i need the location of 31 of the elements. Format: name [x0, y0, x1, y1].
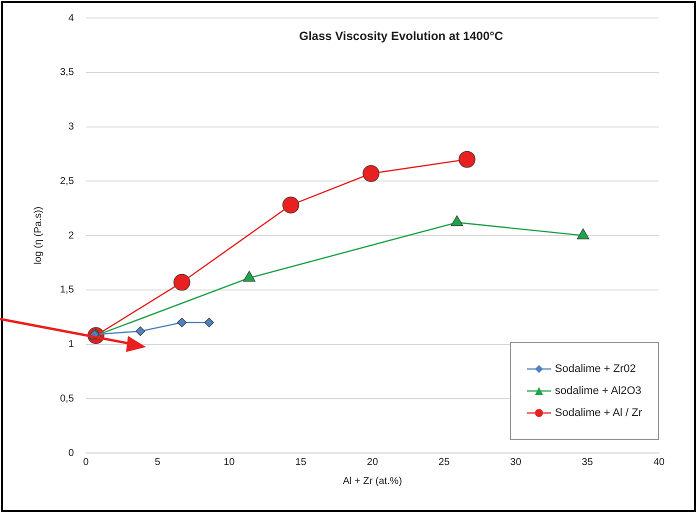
point [173, 274, 190, 291]
y-tick-label: 3 [68, 122, 74, 132]
point [362, 165, 380, 182]
y-tick-label: 0 [68, 448, 74, 459]
legend-label: Sodalime + Al / Zr [554, 407, 642, 419]
point [204, 318, 214, 328]
y-axis-title: log (η (Pa.s)) [32, 206, 44, 264]
y-tick-label: 2,5 [60, 176, 74, 187]
y-tick-label: 2 [68, 230, 74, 242]
y-tick-label: 3,5 [60, 67, 74, 78]
y-tick-label: 0,5 [60, 393, 74, 404]
point [177, 318, 187, 328]
x-tick-label: 40 [653, 456, 665, 468]
y-tick-label: 4 [68, 12, 74, 24]
y-tick-label: 1,5 [60, 284, 74, 296]
point [458, 150, 476, 168]
x-tick-label: 15 [295, 456, 307, 468]
point [282, 196, 300, 214]
y-tick-label: 1 [68, 339, 74, 350]
x-tick-label: 20 [366, 456, 378, 468]
x-tick-label: 25 [438, 456, 450, 468]
legend-label: sodalime + Al2O3 [554, 385, 642, 397]
text: Glass Viscosity Evolution at 1400°C [299, 29, 504, 43]
x-tick-label: 0 [83, 456, 90, 468]
legend-label: Sodalime + Zr02 [554, 363, 636, 375]
x-tick-label: 10 [224, 456, 236, 468]
x-tick-label: 30 [510, 456, 522, 468]
x-axis-title: Al + Zr (at.%) [342, 476, 402, 487]
x-tick-label: 35 [582, 456, 594, 468]
x-tick-label: 5 [154, 456, 161, 468]
point [136, 326, 146, 336]
